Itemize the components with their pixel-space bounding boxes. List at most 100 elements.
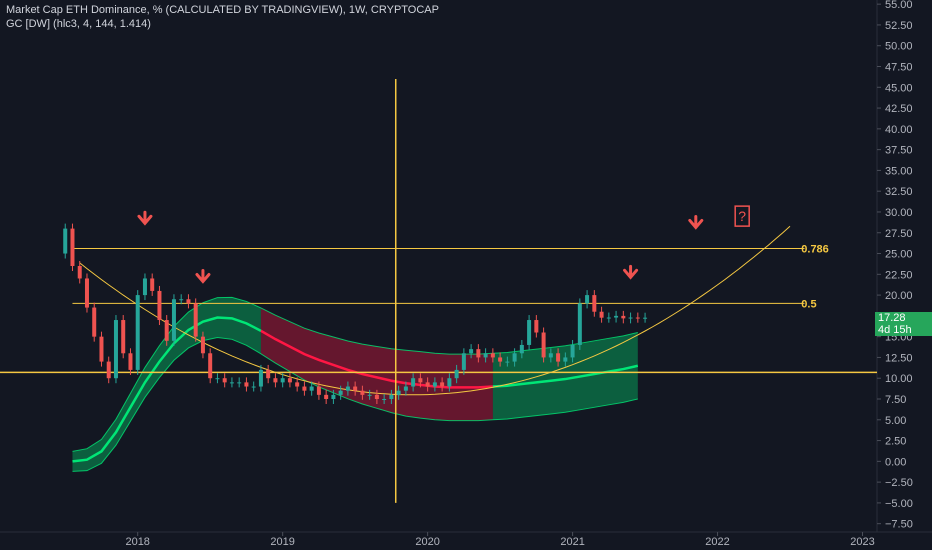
candle-body [331, 394, 336, 399]
y-tick-label: −5.00 [885, 498, 913, 510]
y-tick-label: 5.00 [885, 415, 906, 427]
candle-body [411, 378, 416, 387]
candle-body [70, 228, 75, 266]
candle-body [440, 382, 445, 387]
candle-body [599, 311, 604, 318]
candle-body [229, 382, 234, 384]
candle-body [447, 378, 452, 387]
candle-body [541, 332, 546, 358]
candle-body [534, 320, 539, 333]
candle-body [338, 390, 343, 395]
indicator-mid-line [260, 329, 493, 389]
x-tick-label: 2019 [270, 536, 294, 548]
candle-body [374, 394, 379, 399]
candle-body [498, 357, 503, 362]
candle-body [621, 315, 626, 319]
candle-body [171, 299, 176, 341]
bar-countdown-label: 4d 15h [875, 323, 932, 336]
candle-body [302, 386, 307, 391]
candle-body [563, 357, 568, 362]
y-tick-label: 50.00 [885, 41, 913, 53]
candle-body [77, 266, 82, 279]
candle-body [454, 369, 459, 379]
candle-body [280, 378, 285, 383]
candle-body [135, 295, 140, 370]
y-tick-label: 32.50 [885, 186, 913, 198]
candle-body [295, 382, 300, 387]
candle-body [382, 399, 387, 400]
indicator-lower-line [72, 336, 638, 472]
candle-body [469, 349, 474, 354]
candle-body [316, 386, 321, 395]
candle-body [614, 315, 619, 318]
chart-title: Market Cap ETH Dominance, % (CALCULATED … [6, 4, 439, 16]
candle-body [548, 353, 553, 358]
candle-body [63, 228, 68, 254]
y-tick-label: 40.00 [885, 124, 913, 136]
y-tick-label: 22.50 [885, 269, 913, 281]
candle-body [556, 353, 561, 362]
candle-body [273, 378, 278, 383]
candle-body [179, 299, 184, 301]
candle-body [512, 353, 517, 362]
x-tick-label: 2022 [705, 536, 729, 548]
x-tick-label: 2023 [850, 536, 874, 548]
indicator-mid-line [492, 364, 639, 388]
candle-body [121, 320, 126, 354]
candle-body [483, 353, 488, 358]
candle-body [200, 336, 205, 354]
parabolic-curve [79, 225, 791, 396]
candle-body [142, 278, 147, 296]
candle-body [215, 378, 220, 380]
x-tick-label: 2018 [125, 536, 149, 548]
candle-body [353, 386, 358, 391]
candle-body [258, 369, 263, 387]
indicator-band-falling [260, 307, 493, 421]
down-arrow-icon [137, 210, 153, 226]
indicator-mid-line [72, 316, 262, 463]
fib-level-label: 0.5 [801, 298, 816, 310]
candle-body [208, 353, 213, 379]
question-box [734, 205, 750, 227]
candle-body [244, 382, 249, 387]
candle-body [585, 295, 590, 304]
candle-body [461, 353, 466, 370]
candle-body [164, 320, 169, 341]
candle-body [99, 336, 104, 362]
candle-body [389, 394, 394, 399]
y-tick-label: 0.00 [885, 456, 906, 468]
candle-body [266, 369, 271, 379]
y-tick-label: 27.50 [885, 228, 913, 240]
candle-body [84, 278, 89, 308]
candle-body [643, 317, 648, 319]
y-tick-label: 20.00 [885, 290, 913, 302]
x-tick-label: 2020 [415, 536, 439, 548]
candle-body [345, 386, 350, 391]
y-tick-label: 42.50 [885, 103, 913, 115]
candle-body [635, 317, 640, 319]
y-tick-label: 55.00 [885, 0, 913, 11]
candle-body [606, 317, 611, 319]
candle-body [592, 295, 597, 312]
candle-body [222, 378, 227, 383]
candle-body [193, 303, 198, 337]
candle-body [425, 382, 430, 387]
y-tick-label: 2.50 [885, 436, 906, 448]
candle-body [476, 349, 481, 358]
y-tick-label: 7.50 [885, 394, 906, 406]
candle-body [505, 361, 510, 363]
down-arrow-icon [688, 214, 704, 230]
y-tick-label: 25.00 [885, 249, 913, 261]
candle-body [106, 361, 111, 379]
candle-body [186, 299, 191, 304]
candle-body [324, 394, 329, 399]
indicator-legend[interactable]: GC [DW] (hlc3, 4, 144, 1.414) [6, 18, 151, 30]
down-arrow-icon [195, 268, 211, 284]
candle-body [360, 390, 365, 395]
candle-body [287, 378, 292, 383]
indicator-band-recovery [492, 332, 638, 420]
candle-body [628, 317, 633, 319]
candle-body [490, 353, 495, 358]
candle-body [367, 394, 372, 396]
